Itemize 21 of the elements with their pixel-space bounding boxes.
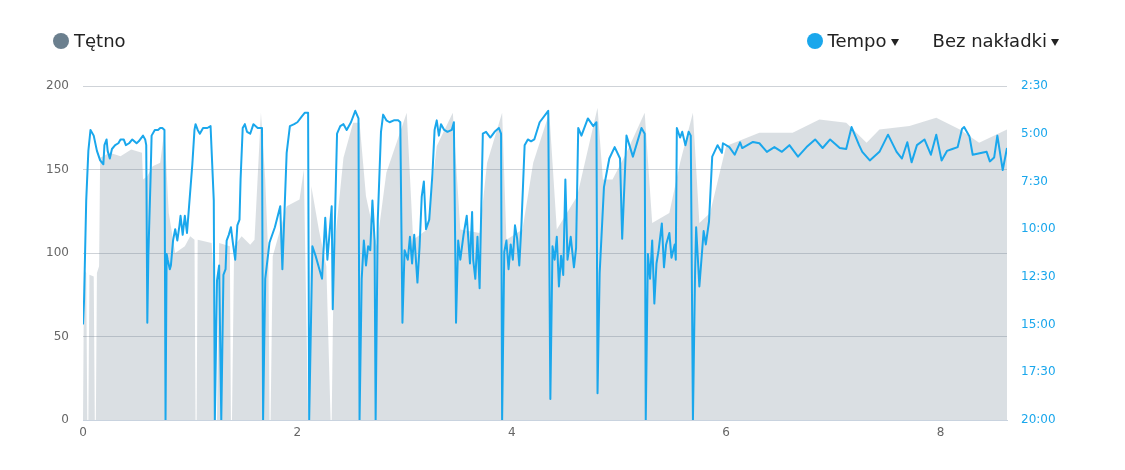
y-tick-label: 100 [46,245,69,260]
y-tick-label: 200 [46,78,69,93]
legend-label: Tętno [74,30,126,51]
x-tick-label: 0 [79,425,87,440]
y2-tick-label: 17:30 [1021,364,1056,379]
y2-tick-label: 5:00 [1021,125,1048,140]
y-tick-label: 0 [61,412,69,427]
y2-tick-label: 12:30 [1021,268,1056,283]
y-tick-label: 150 [46,161,69,176]
y2-tick-label: 20:00 [1021,412,1056,427]
text: Bez nakładki [932,30,1047,51]
x-tick-label: 4 [507,425,516,440]
y2-tick-label: 2:30 [1021,78,1048,93]
x-tick-label: 8 [936,425,945,440]
y2-tick-label: 15:00 [1021,316,1056,331]
y2-tick-label: 7:30 [1021,173,1048,188]
x-tick-label: 6 [722,425,730,440]
y-tick-label: 50 [53,328,69,343]
y2-tick-label: 10:00 [1021,221,1056,236]
legend-label: Tempo [827,30,887,51]
x-tick-label: 2 [293,425,302,440]
